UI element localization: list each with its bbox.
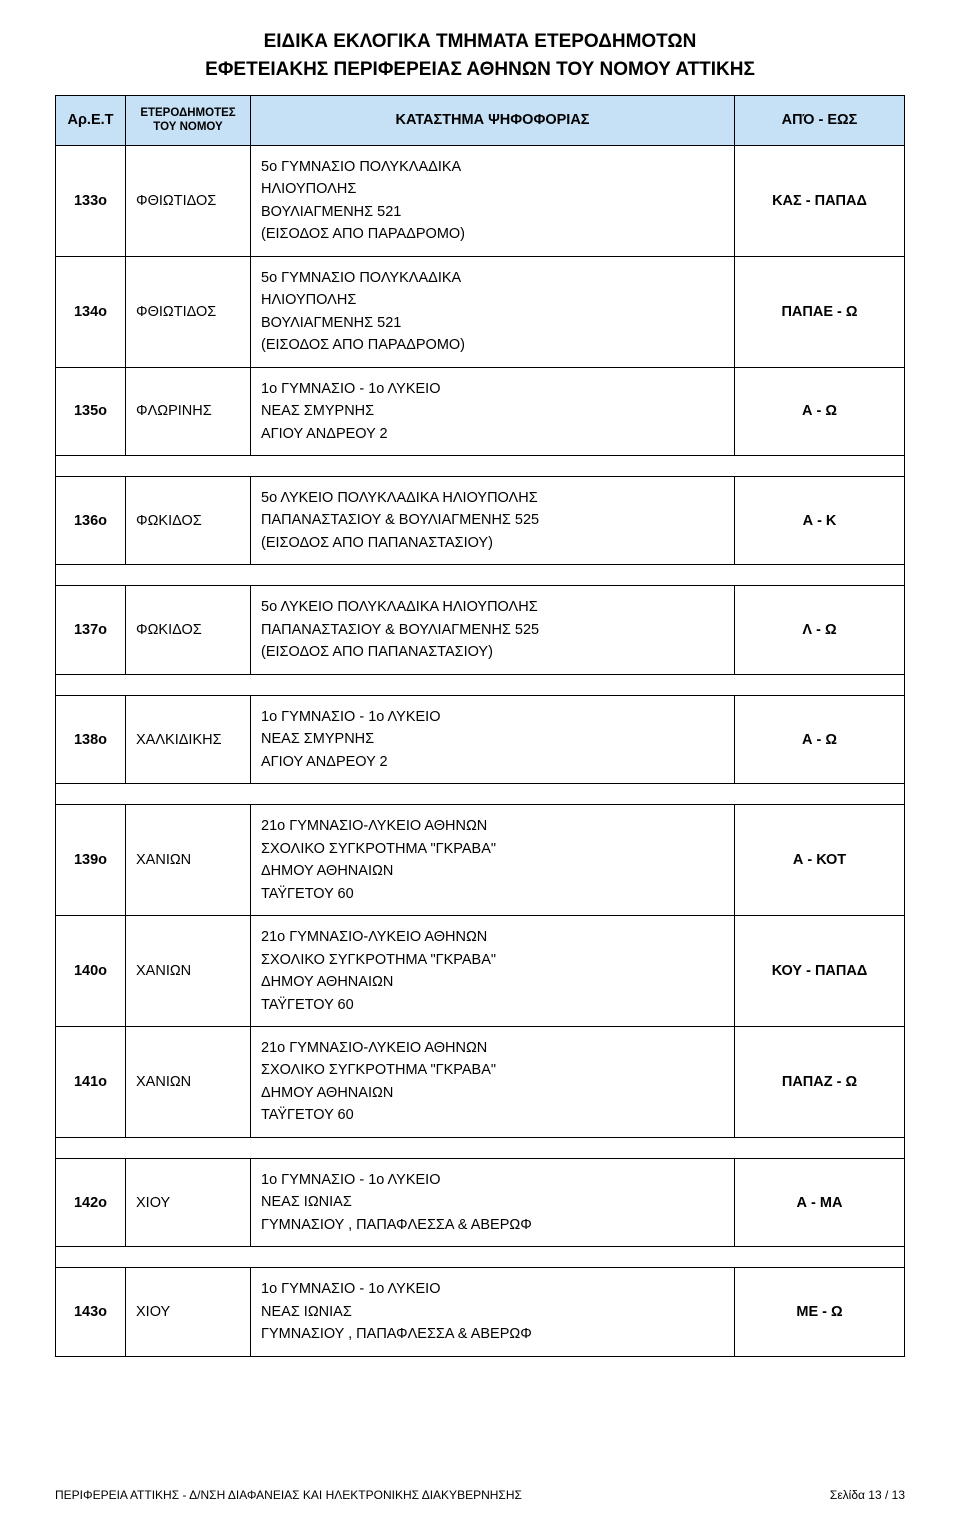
cell-apo-eos: ΚΑΣ - ΠΑΠΑΔ (735, 145, 905, 256)
cell-nomos: ΧΑΝΙΩΝ (126, 916, 251, 1027)
cell-nomos: ΧΑΛΚΙΔΙΚΗΣ (126, 695, 251, 783)
cell-apo-eos: Λ - Ω (735, 586, 905, 674)
col-katastima-header: ΚΑΤΑΣΤΗΜΑ ΨΗΦΟΦΟΡΙΑΣ (251, 96, 735, 146)
cell-num: 136ο (56, 477, 126, 565)
col-nomos-header-line2: ΤΟΥ ΝΟΜΟΥ (153, 121, 222, 133)
table-row: 143οΧΙΟΥ1ο ΓΥΜΝΑΣΙΟ - 1ο ΛΥΚΕΙΟΝΕΑΣ ΙΩΝΙ… (56, 1268, 905, 1356)
cell-katastima: 21ο ΓΥΜΝΑΣΙΟ-ΛΥΚΕΙΟ ΑΘΗΝΩΝΣΧΟΛΙΚΟ ΣΥΓΚΡΟ… (251, 1026, 735, 1137)
row-gap (56, 456, 905, 477)
cell-num: 134ο (56, 256, 126, 367)
cell-num: 133ο (56, 145, 126, 256)
cell-apo-eos: Α - ΚΟΤ (735, 805, 905, 916)
table-body: 133οΦΘΙΩΤΙΔΟΣ 5ο ΓΥΜΝΑΣΙΟ ΠΟΛΥΚΛΑΔΙΚΑΗΛΙ… (56, 145, 905, 1356)
table-row: 139οΧΑΝΙΩΝ21ο ΓΥΜΝΑΣΙΟ-ΛΥΚΕΙΟ ΑΘΗΝΩΝΣΧΟΛ… (56, 805, 905, 916)
cell-katastima: 5ο ΛΥΚΕΙΟ ΠΟΛΥΚΛΑΔΙΚΑ ΗΛΙΟΥΠΟΛΗΣΠΑΠΑΝΑΣΤ… (251, 586, 735, 674)
row-gap (56, 565, 905, 586)
cell-nomos: ΦΩΚΙΔΟΣ (126, 477, 251, 565)
table-row: 140οΧΑΝΙΩΝ21ο ΓΥΜΝΑΣΙΟ-ΛΥΚΕΙΟ ΑΘΗΝΩΝΣΧΟΛ… (56, 916, 905, 1027)
cell-apo-eos: ΜΕ - Ω (735, 1268, 905, 1356)
row-gap (56, 784, 905, 805)
cell-num: 135ο (56, 367, 126, 455)
cell-katastima: 5ο ΓΥΜΝΑΣΙΟ ΠΟΛΥΚΛΑΔΙΚΑΗΛΙΟΥΠΟΛΗΣΒΟΥΛΙΑΓ… (251, 256, 735, 367)
page-footer: ΠΕΡΙΦΕΡΕΙΑ ΑΤΤΙΚΗΣ - Δ/ΝΣΗ ΔΙΑΦΑΝΕΙΑΣ ΚΑ… (55, 1488, 905, 1502)
cell-nomos: ΧΙΟΥ (126, 1268, 251, 1356)
cell-apo-eos: Α - Ω (735, 695, 905, 783)
cell-num: 142ο (56, 1158, 126, 1246)
voting-table: Αρ.Ε.Τ ΕΤΕΡΟΔΗΜΟΤΕΣ ΤΟΥ ΝΟΜΟΥ ΚΑΤΑΣΤΗΜΑ … (55, 95, 905, 1357)
cell-nomos: ΦΛΩΡΙΝΗΣ (126, 367, 251, 455)
cell-nomos: ΦΩΚΙΔΟΣ (126, 586, 251, 674)
col-nomos-header: ΕΤΕΡΟΔΗΜΟΤΕΣ ΤΟΥ ΝΟΜΟΥ (126, 96, 251, 146)
cell-katastima: 5ο ΛΥΚΕΙΟ ΠΟΛΥΚΛΑΔΙΚΑ ΗΛΙΟΥΠΟΛΗΣΠΑΠΑΝΑΣΤ… (251, 477, 735, 565)
page: ΕΙΔΙΚΑ ΕΚΛΟΓΙΚΑ ΤΜΗΜΑΤΑ ΕΤΕΡΟΔΗΜΟΤΩΝ ΕΦΕ… (0, 0, 960, 1522)
cell-nomos: ΧΙΟΥ (126, 1158, 251, 1246)
cell-apo-eos: ΚΟΥ - ΠΑΠΑΔ (735, 916, 905, 1027)
footer-right: Σελίδα 13 / 13 (830, 1488, 905, 1502)
row-gap (56, 674, 905, 695)
table-row: 141οΧΑΝΙΩΝ21ο ΓΥΜΝΑΣΙΟ-ΛΥΚΕΙΟ ΑΘΗΝΩΝΣΧΟΛ… (56, 1026, 905, 1137)
table-row: 136οΦΩΚΙΔΟΣ5ο ΛΥΚΕΙΟ ΠΟΛΥΚΛΑΔΙΚΑ ΗΛΙΟΥΠΟ… (56, 477, 905, 565)
cell-nomos: ΦΘΙΩΤΙΔΟΣ (126, 256, 251, 367)
col-nomos-header-line1: ΕΤΕΡΟΔΗΜΟΤΕΣ (140, 107, 235, 119)
cell-apo-eos: Α - Κ (735, 477, 905, 565)
table-row: 138οΧΑΛΚΙΔΙΚΗΣ1ο ΓΥΜΝΑΣΙΟ - 1ο ΛΥΚΕΙΟΝΕΑ… (56, 695, 905, 783)
cell-katastima: 21ο ΓΥΜΝΑΣΙΟ-ΛΥΚΕΙΟ ΑΘΗΝΩΝΣΧΟΛΙΚΟ ΣΥΓΚΡΟ… (251, 805, 735, 916)
cell-apo-eos: Α - Ω (735, 367, 905, 455)
title-line-2: ΕΦΕΤΕΙΑΚΗΣ ΠΕΡΙΦΕΡΕΙΑΣ ΑΘΗΝΩΝ ΤΟΥ ΝΟΜΟΥ … (205, 59, 755, 80)
cell-katastima: 21ο ΓΥΜΝΑΣΙΟ-ΛΥΚΕΙΟ ΑΘΗΝΩΝΣΧΟΛΙΚΟ ΣΥΓΚΡΟ… (251, 916, 735, 1027)
title-line-1: ΕΙΔΙΚΑ ΕΚΛΟΓΙΚΑ ΤΜΗΜΑΤΑ ΕΤΕΡΟΔΗΜΟΤΩΝ (264, 31, 697, 52)
table-header-row: Αρ.Ε.Τ ΕΤΕΡΟΔΗΜΟΤΕΣ ΤΟΥ ΝΟΜΟΥ ΚΑΤΑΣΤΗΜΑ … (56, 96, 905, 146)
cell-nomos: ΧΑΝΙΩΝ (126, 805, 251, 916)
cell-num: 140ο (56, 916, 126, 1027)
row-gap (56, 1247, 905, 1268)
table-row: 133οΦΘΙΩΤΙΔΟΣ 5ο ΓΥΜΝΑΣΙΟ ΠΟΛΥΚΛΑΔΙΚΑΗΛΙ… (56, 145, 905, 256)
table-row: 135οΦΛΩΡΙΝΗΣ1ο ΓΥΜΝΑΣΙΟ - 1ο ΛΥΚΕΙΟΝΕΑΣ … (56, 367, 905, 455)
cell-katastima: 1ο ΓΥΜΝΑΣΙΟ - 1ο ΛΥΚΕΙΟΝΕΑΣ ΙΩΝΙΑΣΓΥΜΝΑΣ… (251, 1158, 735, 1246)
cell-apo-eos: ΠΑΠΑΖ - Ω (735, 1026, 905, 1137)
col-apo-header: ΑΠΌ - ΕΩΣ (735, 96, 905, 146)
cell-num: 141ο (56, 1026, 126, 1137)
cell-num: 137ο (56, 586, 126, 674)
col-num-header: Αρ.Ε.Τ (56, 96, 126, 146)
cell-katastima: 1ο ΓΥΜΝΑΣΙΟ - 1ο ΛΥΚΕΙΟΝΕΑΣ ΣΜΥΡΝΗΣΑΓΙΟΥ… (251, 695, 735, 783)
cell-katastima: 1ο ΓΥΜΝΑΣΙΟ - 1ο ΛΥΚΕΙΟΝΕΑΣ ΙΩΝΙΑΣΓΥΜΝΑΣ… (251, 1268, 735, 1356)
cell-apo-eos: Α - ΜΑ (735, 1158, 905, 1246)
cell-nomos: ΧΑΝΙΩΝ (126, 1026, 251, 1137)
cell-num: 139ο (56, 805, 126, 916)
cell-num: 143ο (56, 1268, 126, 1356)
cell-katastima: 1ο ΓΥΜΝΑΣΙΟ - 1ο ΛΥΚΕΙΟΝΕΑΣ ΣΜΥΡΝΗΣΑΓΙΟΥ… (251, 367, 735, 455)
table-row: 134οΦΘΙΩΤΙΔΟΣ 5ο ΓΥΜΝΑΣΙΟ ΠΟΛΥΚΛΑΔΙΚΑΗΛΙ… (56, 256, 905, 367)
table-row: 142οΧΙΟΥ1ο ΓΥΜΝΑΣΙΟ - 1ο ΛΥΚΕΙΟΝΕΑΣ ΙΩΝΙ… (56, 1158, 905, 1246)
footer-left: ΠΕΡΙΦΕΡΕΙΑ ΑΤΤΙΚΗΣ - Δ/ΝΣΗ ΔΙΑΦΑΝΕΙΑΣ ΚΑ… (55, 1488, 522, 1502)
cell-num: 138ο (56, 695, 126, 783)
row-gap (56, 1137, 905, 1158)
cell-apo-eos: ΠΑΠΑΕ - Ω (735, 256, 905, 367)
table-row: 137οΦΩΚΙΔΟΣ5ο ΛΥΚΕΙΟ ΠΟΛΥΚΛΑΔΙΚΑ ΗΛΙΟΥΠΟ… (56, 586, 905, 674)
cell-nomos: ΦΘΙΩΤΙΔΟΣ (126, 145, 251, 256)
page-title: ΕΙΔΙΚΑ ΕΚΛΟΓΙΚΑ ΤΜΗΜΑΤΑ ΕΤΕΡΟΔΗΜΟΤΩΝ ΕΦΕ… (55, 28, 905, 83)
cell-katastima: 5ο ΓΥΜΝΑΣΙΟ ΠΟΛΥΚΛΑΔΙΚΑΗΛΙΟΥΠΟΛΗΣΒΟΥΛΙΑΓ… (251, 145, 735, 256)
